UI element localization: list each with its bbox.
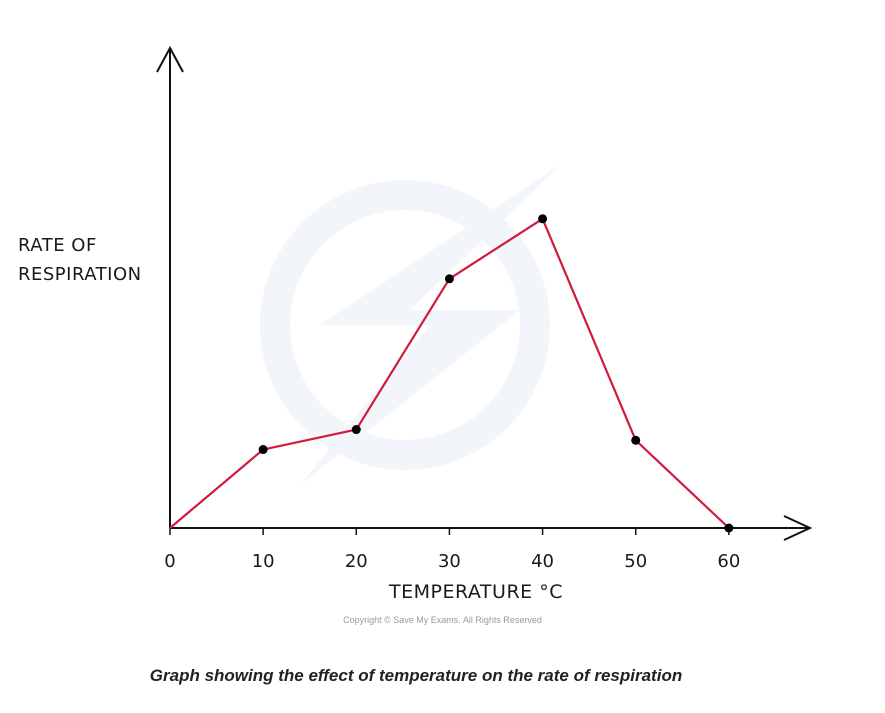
y-axis-arrowhead <box>156 45 184 73</box>
data-point <box>351 425 361 435</box>
x-axis-arrowhead <box>783 515 813 541</box>
y-axis-label-line-1: RATE OF <box>18 235 97 256</box>
watermark-logo <box>260 165 560 485</box>
copyright-notice: Copyright © Save My Exams. All Rights Re… <box>343 615 542 625</box>
data-point <box>444 274 454 284</box>
x-tick-label: 30 <box>438 551 461 572</box>
axes <box>156 45 813 541</box>
y-axis-label-line-2: RESPIRATION <box>18 264 142 285</box>
x-tick-label: 10 <box>252 551 275 572</box>
data-point <box>538 214 548 224</box>
data-points <box>258 214 734 533</box>
figure-caption: Graph showing the effect of temperature … <box>149 666 683 685</box>
x-tick-label: 0 <box>164 551 175 572</box>
data-point <box>724 523 734 533</box>
x-tick-label: 60 <box>717 551 740 572</box>
x-tick-label: 40 <box>531 551 554 572</box>
x-tick-label: 20 <box>345 551 368 572</box>
x-axis-label: TEMPERATURE °C <box>388 581 563 603</box>
data-point <box>631 435 641 445</box>
x-tick-label: 50 <box>624 551 647 572</box>
x-ticks: 0 10 20 30 40 50 60 <box>164 528 740 572</box>
data-point <box>258 445 268 455</box>
